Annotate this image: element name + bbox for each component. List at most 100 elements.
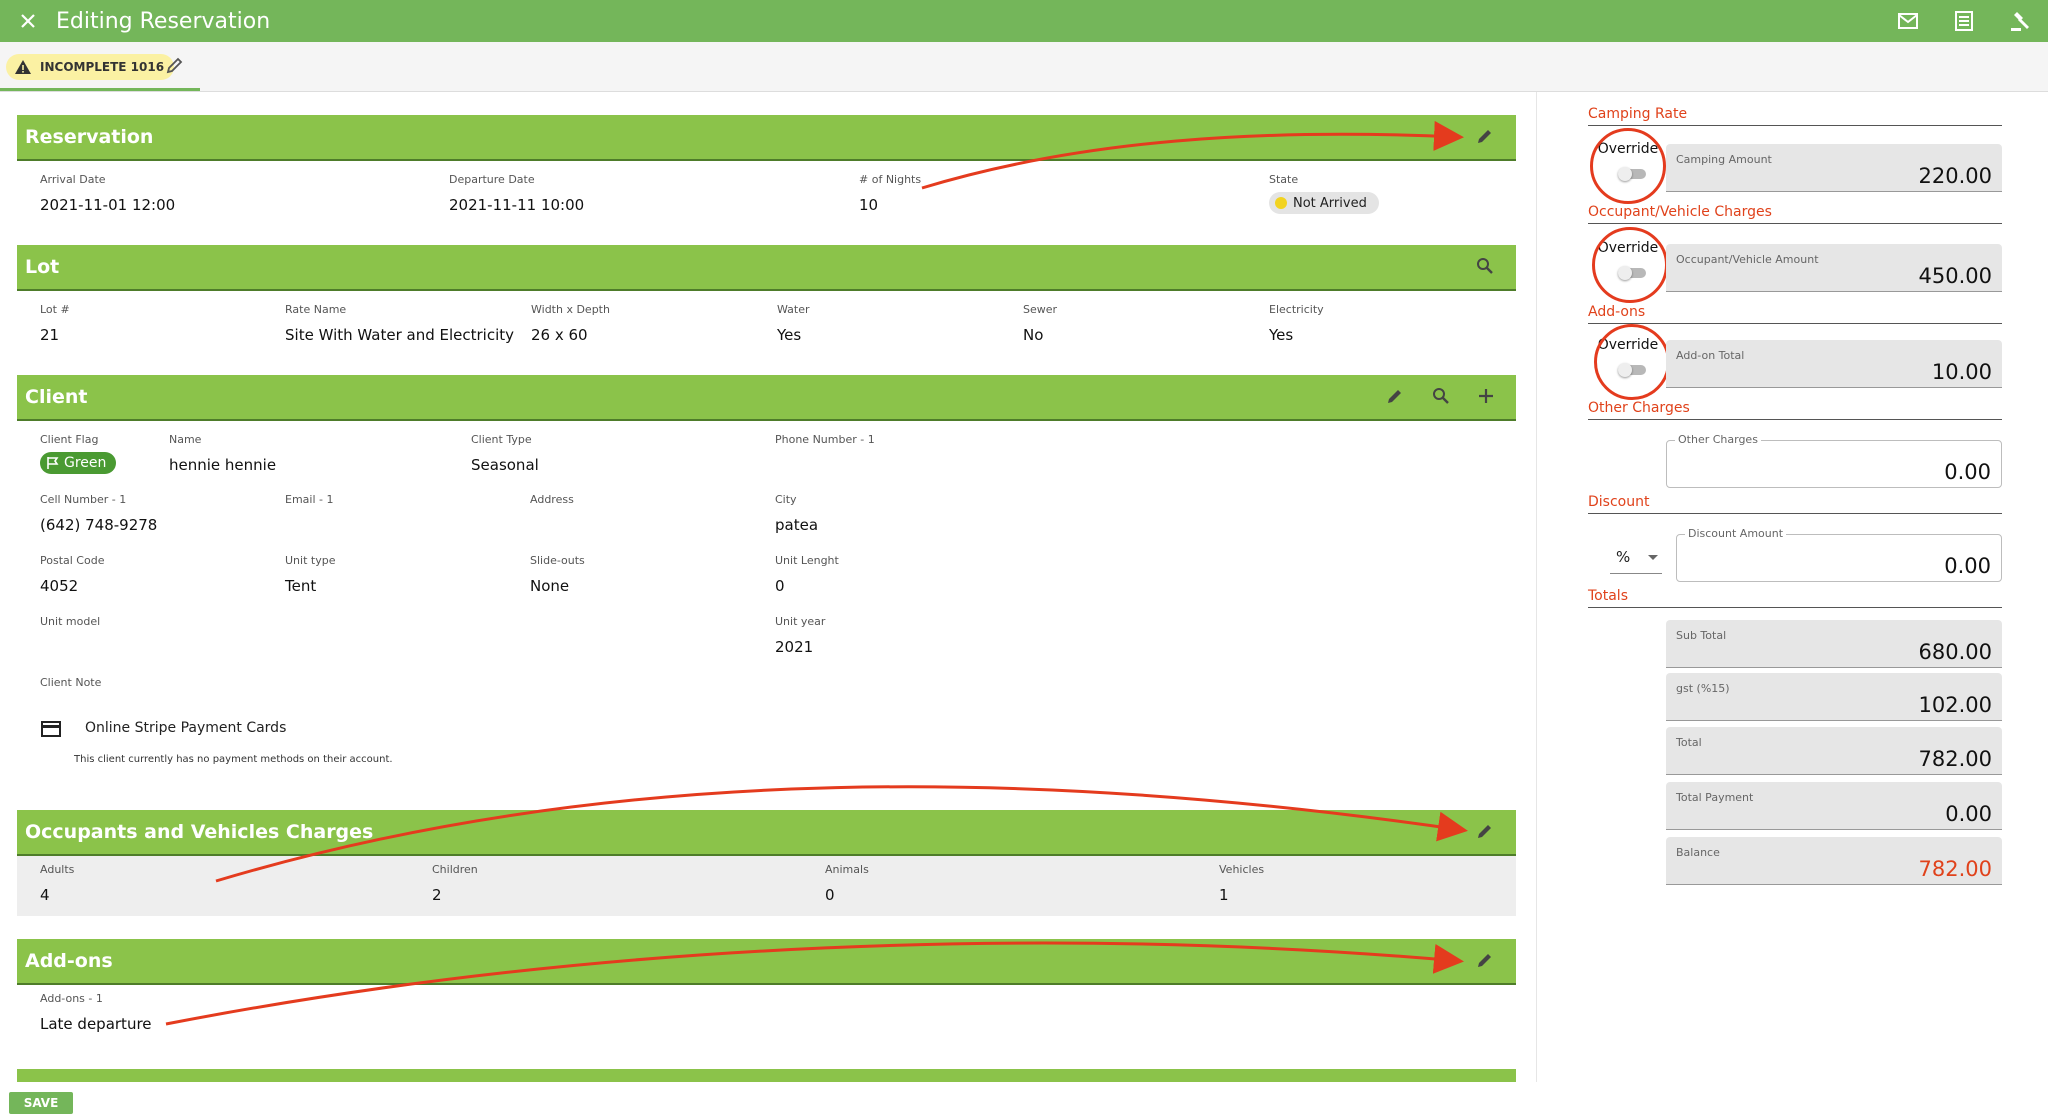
payment-cards-title: Online Stripe Payment Cards — [85, 720, 287, 736]
nights-field: # of Nights 10 — [859, 173, 922, 214]
client-section-body: Client Flag Green Name hennie hennie Clien… — [17, 421, 1516, 801]
close-icon[interactable] — [0, 0, 56, 42]
state-chip: Not Arrived — [1269, 192, 1379, 214]
subtotal-field: Sub Total 680.00 — [1666, 620, 2002, 668]
occupant-charges-heading: Occupant/Vehicle Charges — [1588, 204, 2002, 224]
chevron-down-icon — [1648, 555, 1658, 560]
cell-field: Cell Number - 1 (642) 748-9278 — [40, 493, 158, 534]
occupant-amount-field[interactable]: Occupant/Vehicle Amount 450.00 — [1666, 244, 2002, 292]
lot-section-body: Lot #21 Rate Name Site With Water and Ele… — [17, 291, 1516, 375]
warning-icon — [15, 60, 31, 74]
sewer-field: Sewer No — [1023, 303, 1058, 344]
animals-field: Animals 0 — [825, 863, 869, 904]
add-client-icon[interactable] — [1478, 387, 1494, 409]
gavel-icon[interactable] — [1992, 0, 2048, 42]
width-depth-field: Width x Depth 26 x 60 — [531, 303, 610, 344]
addon-item-field: Add-ons - 1 Late departure — [40, 992, 152, 1033]
next-section-header — [17, 1069, 1516, 1082]
client-name-field: Name hennie hennie — [169, 433, 277, 474]
email-field: Email - 1 — [285, 493, 334, 506]
state-field: State Not Arrived — [1269, 173, 1379, 214]
gst-field: gst (%15) 102.00 — [1666, 673, 2002, 721]
section-title: Add-ons — [25, 950, 113, 972]
total-payment-field: Total Payment 0.00 — [1666, 782, 2002, 830]
lot-section: Lot Lot #21 Rate Name Site With Water and… — [17, 245, 1516, 375]
unit-model-field: Unit model — [40, 615, 101, 628]
addon-total-field[interactable]: Add-on Total 10.00 — [1666, 340, 2002, 388]
edit-occupants-icon[interactable] — [1476, 822, 1494, 845]
totals-heading: Totals — [1588, 588, 2002, 608]
addons-section: Add-ons Add-ons - 1 Late departure — [17, 939, 1516, 1045]
app-header: Editing Reservation — [0, 0, 2048, 42]
postal-code-field: Postal Code 4052 — [40, 554, 105, 595]
reservation-section: Reservation Arrival Date 2021-11-01 12:00… — [17, 115, 1516, 245]
payment-methods-message: This client currently has no payment met… — [74, 754, 393, 765]
discount-heading: Discount — [1588, 494, 2002, 514]
occupants-section-body: Adults 4 Children 2 Animals 0 Vehicles 1 — [17, 856, 1516, 916]
client-flag-chip: Green — [40, 452, 117, 474]
children-field: Children 2 — [432, 863, 478, 904]
lot-number-field: Lot #21 — [40, 303, 70, 344]
unit-year-field: Unit year 2021 — [775, 615, 826, 656]
departure-date-field: Departure Date 2021-11-11 10:00 — [449, 173, 585, 214]
adults-field: Adults 4 — [40, 863, 75, 904]
edit-status-icon[interactable] — [166, 56, 184, 78]
client-type-field: Client Type Seasonal — [471, 433, 539, 474]
status-bar: INCOMPLETE 1016 — [0, 42, 2048, 92]
water-field: Water Yes — [777, 303, 810, 344]
discount-type-select[interactable]: % — [1610, 540, 1662, 574]
unit-length-field: Unit Lenght 0 — [775, 554, 839, 595]
annotation-circle — [1590, 128, 1666, 204]
client-section: Client Client Flag Green Name hennie henni… — [17, 375, 1516, 801]
panel-divider — [1536, 92, 1537, 1082]
phone-field: Phone Number - 1 — [775, 433, 875, 446]
addons-heading: Add-ons — [1588, 304, 2002, 324]
unit-type-field: Unit type Tent — [285, 554, 336, 595]
receipt-icon[interactable] — [1936, 0, 1992, 42]
balance-field: Balance 782.00 — [1666, 837, 2002, 885]
reservation-section-body: Arrival Date 2021-11-01 12:00 Departure D… — [17, 161, 1516, 245]
other-charges-input[interactable]: Other Charges 0.00 — [1666, 433, 2002, 488]
client-note-field: Client Note — [40, 676, 102, 689]
address-field: Address — [530, 493, 574, 506]
addons-section-header: Add-ons — [17, 939, 1516, 985]
save-button[interactable]: SAVE — [9, 1092, 73, 1114]
occupants-section: Occupants and Vehicles Charges Adults 4 C… — [17, 810, 1516, 916]
total-field: Total 782.00 — [1666, 727, 2002, 775]
lot-section-header: Lot — [17, 245, 1516, 291]
client-section-header: Client — [17, 375, 1516, 421]
search-client-icon[interactable] — [1432, 387, 1450, 410]
section-title: Reservation — [25, 126, 154, 148]
reservation-details-panel[interactable]: Reservation Arrival Date 2021-11-01 12:00… — [0, 92, 1536, 1082]
tab-indicator — [0, 88, 200, 91]
annotation-circle — [1592, 227, 1668, 303]
section-title: Occupants and Vehicles Charges — [25, 821, 374, 843]
section-title: Client — [25, 386, 88, 408]
discount-amount-input[interactable]: Discount Amount 0.00 — [1676, 527, 2002, 582]
rate-name-field: Rate Name Site With Water and Electricity — [285, 303, 514, 344]
credit-card-icon — [41, 721, 61, 741]
edit-addons-icon[interactable] — [1476, 951, 1494, 974]
edit-reservation-icon[interactable] — [1476, 127, 1494, 150]
annotation-circle — [1594, 324, 1670, 400]
status-badge-text: INCOMPLETE 1016 — [40, 60, 165, 74]
edit-client-icon[interactable] — [1386, 387, 1404, 410]
camping-amount-field[interactable]: Camping Amount 220.00 — [1666, 144, 2002, 192]
addons-section-body: Add-ons - 1 Late departure — [17, 985, 1516, 1045]
vehicles-field: Vehicles 1 — [1219, 863, 1265, 904]
client-flag-field: Client Flag Green — [40, 433, 117, 474]
charges-summary-panel: Camping Rate Override Camping Amount 220.… — [1588, 92, 2002, 1092]
status-badge: INCOMPLETE 1016 — [6, 54, 175, 80]
page-title: Editing Reservation — [56, 8, 271, 34]
city-field: City patea — [775, 493, 819, 534]
electricity-field: Electricity Yes — [1269, 303, 1324, 344]
occupants-section-header: Occupants and Vehicles Charges — [17, 810, 1516, 856]
search-lot-icon[interactable] — [1476, 257, 1494, 280]
slideouts-field: Slide-outs None — [530, 554, 585, 595]
reservation-section-header: Reservation — [17, 115, 1516, 161]
camping-rate-heading: Camping Rate — [1588, 106, 2002, 126]
other-charges-heading: Other Charges — [1588, 400, 2002, 420]
section-title: Lot — [25, 256, 60, 278]
flag-icon — [47, 457, 59, 469]
mail-icon[interactable] — [1880, 0, 1936, 42]
